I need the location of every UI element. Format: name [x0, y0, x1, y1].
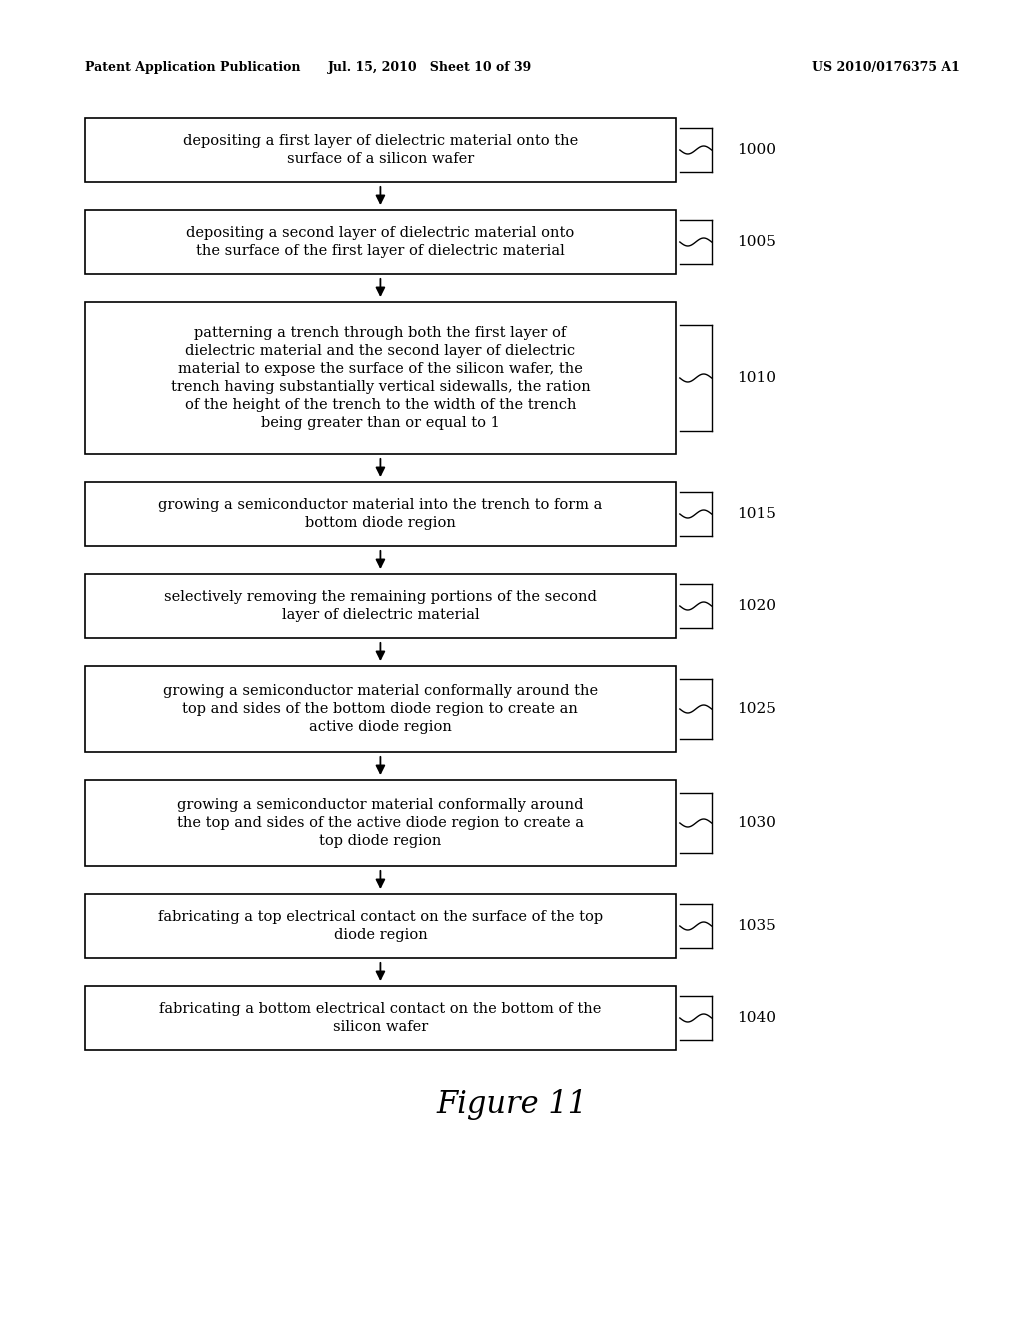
Text: Figure 11: Figure 11 — [436, 1089, 588, 1121]
Bar — [85, 210, 676, 275]
Bar — [85, 894, 676, 958]
Text: 1025: 1025 — [737, 702, 776, 715]
Text: Patent Application Publication: Patent Application Publication — [85, 62, 300, 74]
Bar — [85, 667, 676, 752]
Text: growing a semiconductor material into the trench to form a
bottom diode region: growing a semiconductor material into th… — [159, 498, 602, 529]
Bar — [85, 482, 676, 546]
Text: selectively removing the remaining portions of the second
layer of dielectric ma: selectively removing the remaining porti… — [164, 590, 597, 622]
Bar — [85, 574, 676, 638]
Text: Jul. 15, 2010   Sheet 10 of 39: Jul. 15, 2010 Sheet 10 of 39 — [328, 62, 532, 74]
Text: depositing a second layer of dielectric material onto
the surface of the first l: depositing a second layer of dielectric … — [186, 226, 574, 257]
Text: fabricating a top electrical contact on the surface of the top
diode region: fabricating a top electrical contact on … — [158, 909, 603, 942]
Text: 1030: 1030 — [737, 816, 776, 830]
Text: growing a semiconductor material conformally around
the top and sides of the act: growing a semiconductor material conform… — [177, 799, 584, 847]
Text: depositing a first layer of dielectric material onto the
surface of a silicon wa: depositing a first layer of dielectric m… — [183, 135, 578, 166]
Bar — [85, 780, 676, 866]
Bar — [85, 986, 676, 1049]
Bar — [85, 117, 676, 182]
Text: US 2010/0176375 A1: US 2010/0176375 A1 — [812, 62, 961, 74]
Text: growing a semiconductor material conformally around the
top and sides of the bot: growing a semiconductor material conform… — [163, 684, 598, 734]
Text: 1015: 1015 — [737, 507, 776, 521]
Text: 1020: 1020 — [737, 599, 776, 612]
Bar — [85, 302, 676, 454]
Text: fabricating a bottom electrical contact on the bottom of the
silicon wafer: fabricating a bottom electrical contact … — [159, 1002, 602, 1034]
Text: 1005: 1005 — [737, 235, 776, 249]
Text: 1010: 1010 — [737, 371, 776, 385]
Text: 1000: 1000 — [737, 143, 776, 157]
Text: 1035: 1035 — [737, 919, 776, 933]
Text: 1040: 1040 — [737, 1011, 776, 1026]
Text: patterning a trench through both the first layer of
dielectric material and the : patterning a trench through both the fir… — [171, 326, 590, 429]
